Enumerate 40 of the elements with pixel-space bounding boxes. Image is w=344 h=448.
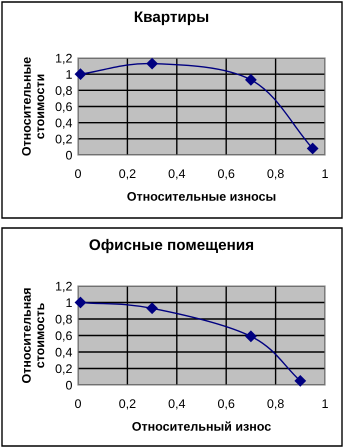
x-tick-label: 0 — [75, 169, 81, 178]
y-tick-label: 1,2 — [56, 282, 72, 292]
y-tick-label: 0,4 — [56, 348, 72, 358]
point — [245, 74, 257, 86]
point — [245, 330, 257, 342]
x-tick-label: 0,6 — [218, 169, 234, 180]
point — [146, 302, 158, 314]
x-tick-label: 0,4 — [168, 399, 186, 410]
x-tick-label: 1 — [322, 399, 328, 408]
x-axis-title: Относительный износ — [132, 421, 271, 431]
x-axis-title: Относительные износы — [127, 192, 276, 201]
y-tick-label: 1 — [66, 70, 72, 79]
x-tick-label: 0,8 — [267, 169, 284, 180]
y-tick-label: 0,8 — [56, 86, 72, 96]
x-tick-label: 0,8 — [267, 399, 284, 410]
point — [74, 296, 86, 308]
point — [307, 142, 318, 154]
y-axis-title: Относительные стоимости — [22, 57, 44, 156]
point — [146, 58, 158, 70]
x-tick-label: 0,2 — [119, 169, 136, 180]
y-tick-label: 0,8 — [56, 314, 72, 326]
y-axis-title: Относительная стоимость — [22, 288, 44, 383]
y-tick-label: 0 — [66, 150, 72, 160]
chart-title: Офисные помещения — [90, 238, 254, 254]
y-tick-label: 1 — [66, 298, 72, 308]
y-tick-label: 0,4 — [56, 118, 72, 129]
x-tick-label: 1 — [322, 169, 328, 178]
y-tick-label: 0,6 — [56, 331, 72, 342]
x-tick-label: 0,4 — [168, 169, 186, 180]
x-tick-label: 0 — [75, 399, 81, 408]
x-tick-label: 0,6 — [218, 399, 234, 410]
y-tick-label: 1,2 — [56, 54, 72, 64]
x-tick-label: 0,2 — [119, 399, 136, 410]
y-tick-label: 0,2 — [56, 364, 72, 375]
y-tick-label: 0,2 — [56, 134, 72, 145]
y-tick-label: 0,6 — [56, 102, 72, 113]
point — [294, 375, 306, 386]
chart-title: Квартиры — [134, 11, 208, 26]
point — [74, 68, 86, 80]
y-tick-label: 0 — [66, 380, 72, 390]
